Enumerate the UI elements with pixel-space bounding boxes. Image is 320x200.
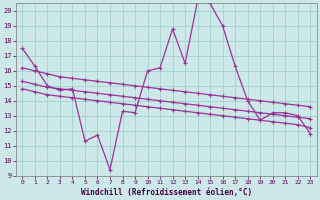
X-axis label: Windchill (Refroidissement éolien,°C): Windchill (Refroidissement éolien,°C) (81, 188, 252, 197)
